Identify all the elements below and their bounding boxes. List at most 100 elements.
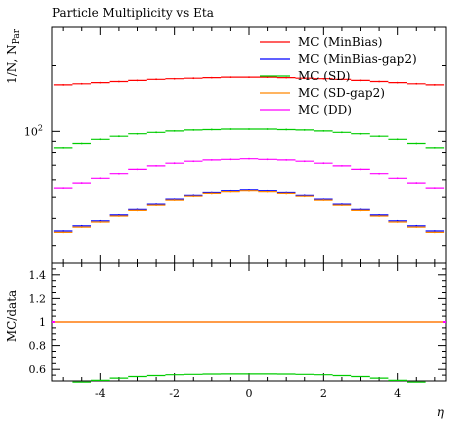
series-4-point [341,204,343,206]
series-5-point [359,168,362,171]
series-2-point [415,224,418,227]
ratio-series-group [52,321,446,383]
series-5-point [285,159,288,161]
series-4-point [378,215,380,217]
series-3-point [210,128,213,131]
series-5-point [378,172,380,175]
series-1-point [359,79,362,82]
series-2-point [62,230,65,232]
series-3-point [118,135,120,138]
series-3-point [248,128,250,130]
series-5-point [192,160,195,163]
ratio-x-ticks: -4 -2 0 2 4 [62,263,436,400]
legend-label-2: MC (MinBias-gap2) [298,52,417,66]
series-4-point [136,209,139,212]
chart-title: Particle Multiplicity vs Eta [52,6,214,20]
series-1-point [136,79,139,82]
x-axis-label: η [437,405,445,419]
series-line-1 [53,76,445,86]
series-1-point [80,82,83,85]
series-4-point [415,226,418,228]
series-3-point [415,142,418,145]
series-5-point [396,177,399,180]
ratio-y-tick-label: 0.6 [29,363,47,376]
series-3-point [99,138,102,141]
series-line-2 [53,189,445,232]
series-2-point [433,230,436,232]
series-5-point [322,162,325,165]
series-4-point [285,192,288,195]
series-1-point [433,84,436,86]
series-3-point [266,128,269,130]
series-1-point [396,81,399,84]
series-4-point [155,204,157,206]
series-5-point [99,177,102,180]
series-4-point [99,221,102,223]
series-3-point [136,132,139,135]
series-4-point [118,215,120,217]
series-line-4 [53,190,445,233]
series-3-point [80,142,83,145]
series-1-point [322,77,325,80]
legend-label-1: MC (MinBias) [298,35,382,49]
series-4-point [396,221,399,223]
series-4-point [192,195,195,198]
series-4-point [266,190,269,193]
main-x-ticks [62,27,436,263]
ratio-y-tick-label: 0.8 [29,340,47,353]
series-5-point [266,158,269,161]
ratio-y-tick-label: 1 [39,316,46,329]
series-1-point [192,77,195,80]
ratio-plot-panel: 0.6 0.8 1 1.2 1.4 -4 -2 0 2 4 MC/data [5,262,447,400]
series-5-point [155,164,157,167]
series-3-point [303,129,306,131]
ratio-y-axis-label: MC/data [5,290,19,342]
series-1-point [173,77,176,80]
series-4-point [433,231,436,234]
series-5-point [80,182,83,184]
series-3-point [433,146,436,149]
legend-label-3: MC (SD) [298,69,351,83]
series-1-point [266,76,269,79]
series-5-point [248,157,250,160]
series-3-point [341,131,343,134]
series-4-point [210,192,213,195]
series-line-3 [53,128,445,149]
series-3-point [285,128,288,131]
series-3-point [229,128,232,130]
series-4-point [173,199,176,201]
main-y-ticks [52,26,446,247]
series-3-point [396,138,399,141]
series-line-5 [53,158,445,189]
series-1-point [248,76,250,79]
series-5-point [433,187,436,190]
series-4-point [80,226,83,228]
series-5-point [229,158,232,161]
series-4-point [303,195,306,198]
x-tick-label: -2 [169,387,180,400]
series-3-point [173,129,176,132]
series-5-point [210,159,213,161]
series-3-point [378,135,380,138]
series-5-point [303,160,306,163]
main-plot-panel: 102 1/N, NPar [5,26,447,264]
series-3-point [62,146,65,149]
series-1-point [378,80,380,83]
x-tick-label: 0 [246,387,253,400]
legend-label-5: MC (DD) [298,103,352,117]
series-2-point [80,224,83,227]
legend-label-4: MC (SD-gap2) [298,86,385,100]
series-1-point [62,84,65,86]
ratio-y-tick-label: 1.2 [29,292,47,305]
main-series-group [53,76,445,234]
main-y-axis-label: 1/N, NPar [5,28,22,84]
x-tick-label: 4 [394,387,401,400]
series-4-point [62,231,65,234]
series-1-point [285,76,288,79]
ratio-series-line-3 [72,373,426,383]
series-1-point [210,76,213,79]
ratio-y-ticks: 0.6 0.8 1 1.2 1.4 [29,262,446,382]
series-1-point [229,76,232,79]
ratio-y-tick-label: 1.4 [29,269,47,282]
